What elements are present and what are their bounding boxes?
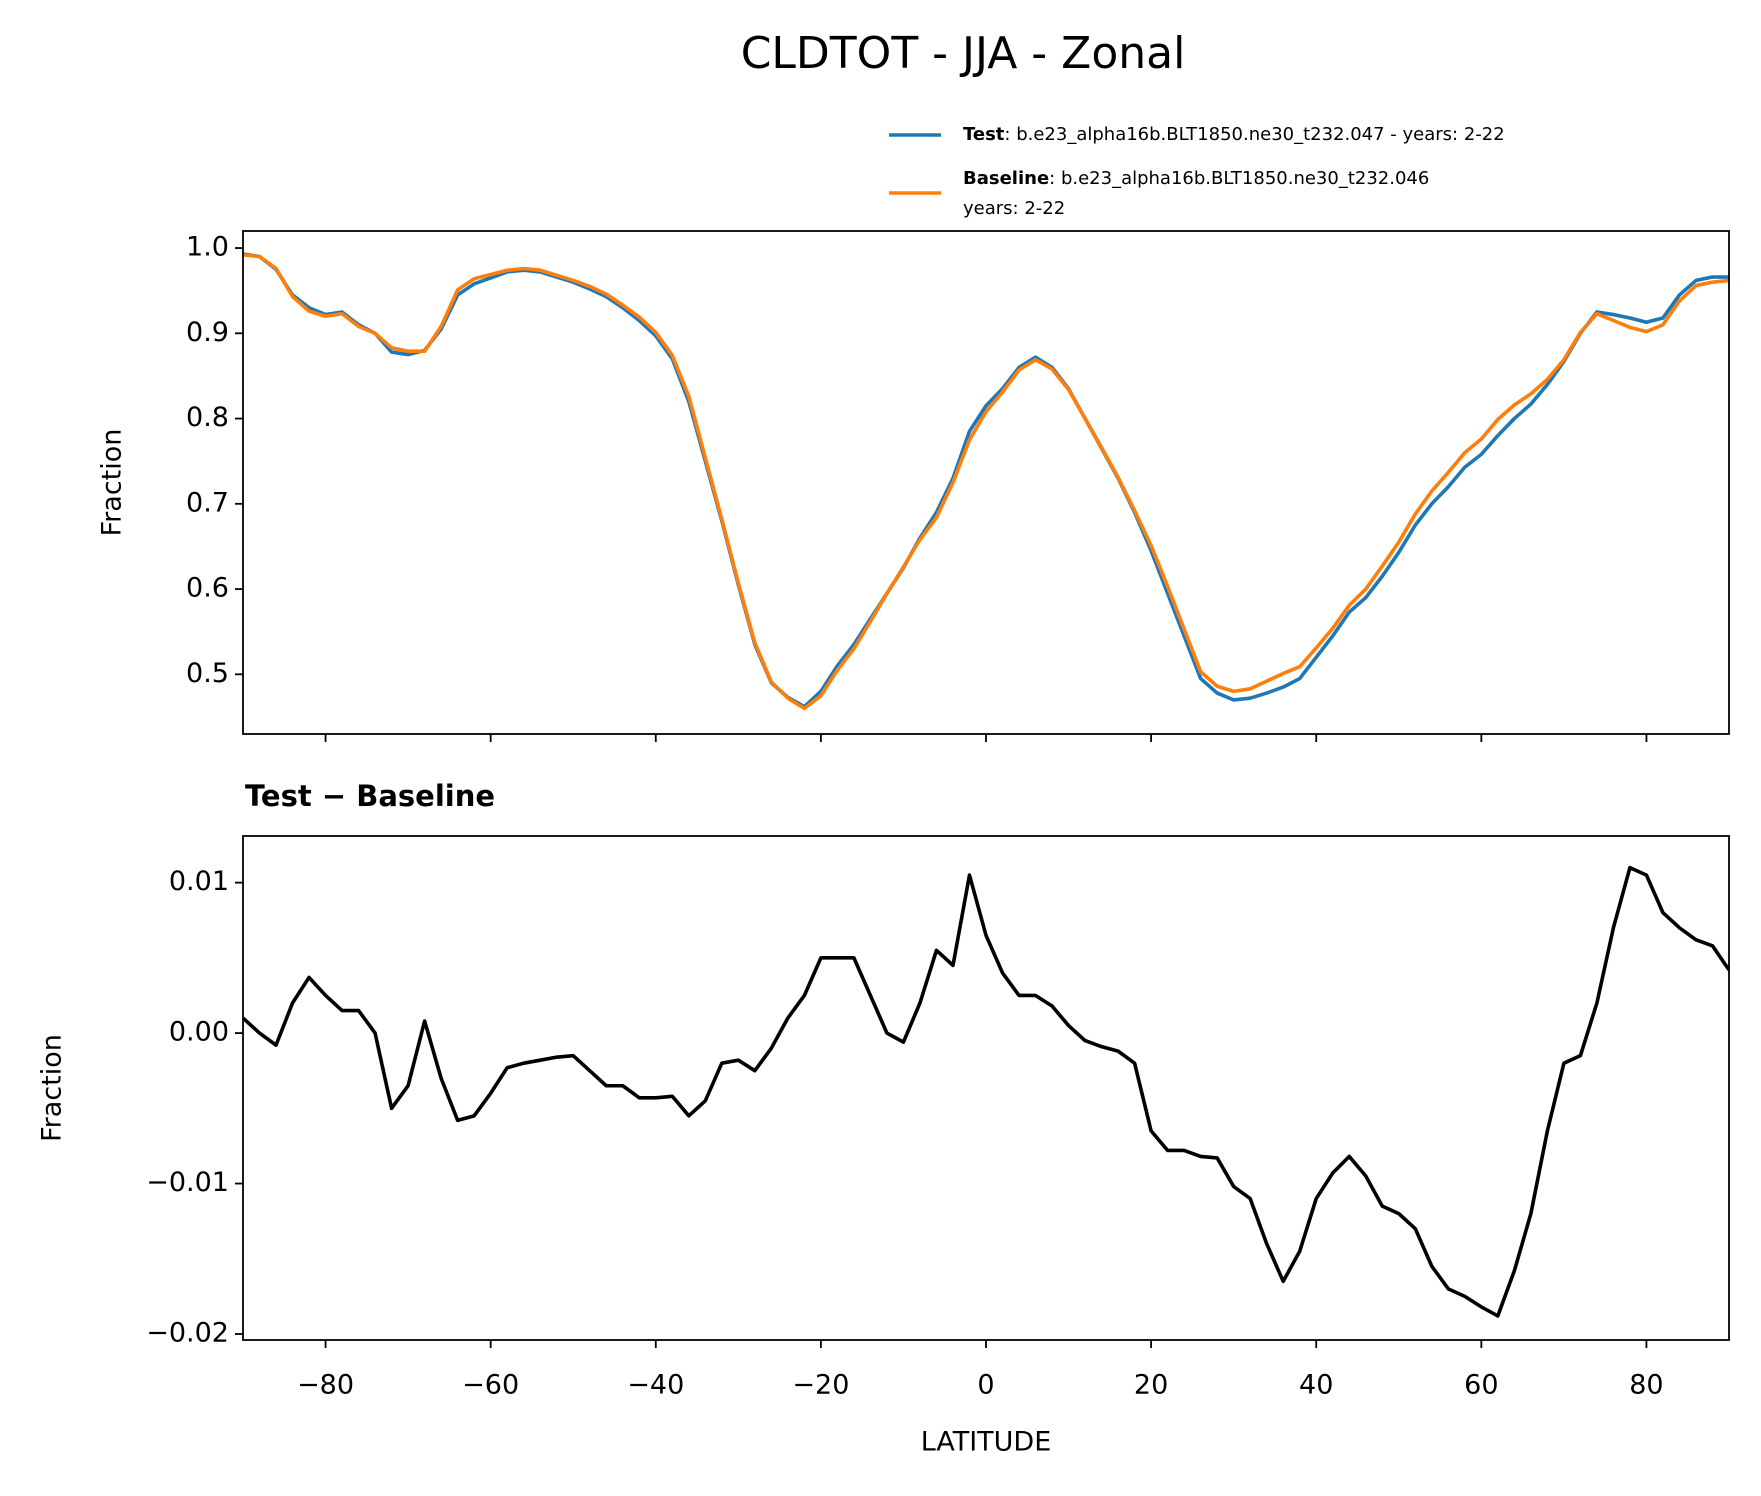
x-tick-label: 60 [1464,1370,1498,1401]
x-tick-label: 80 [1629,1370,1663,1401]
x-tick-label: −80 [297,1370,354,1401]
legend-name: Baseline [963,168,1049,189]
x-axis-label: LATITUDE [921,1427,1052,1458]
y-tick-label: −0.01 [146,1167,229,1198]
legend-text: years: 2-22 [963,198,1065,219]
y-tick-label: 0.00 [169,1017,229,1048]
y-tick-label: 0.9 [186,317,229,348]
x-tick-label: 0 [977,1370,994,1401]
x-tick-label: 40 [1299,1370,1333,1401]
y-tick-label: 0.8 [186,402,229,433]
y-tick-label: −0.02 [146,1317,229,1348]
data-line [243,865,1729,1318]
y-tick-label: 0.5 [186,658,229,689]
y-tick-label: 0.01 [169,866,229,897]
x-tick-label: 20 [1134,1370,1168,1401]
legend-text: : b.e23_alpha16b.BLT1850.ne30_t232.047 -… [1004,124,1504,145]
figure-title: CLDTOT - JJA - Zonal [741,28,1186,79]
x-tick-label: −60 [462,1370,519,1401]
y-tick-label: 0.6 [186,573,229,604]
x-tick-label: −20 [792,1370,849,1401]
legend-label: Baseline: b.e23_alpha16b.BLT1850.ne30_t2… [963,168,1429,189]
data-line [243,253,1729,711]
legend-text: : b.e23_alpha16b.BLT1850.ne30_t232.046 [1049,168,1429,189]
x-tick-label: −40 [627,1370,684,1401]
subplot-title: Test − Baseline [245,779,495,813]
legend-label: Test: b.e23_alpha16b.BLT1850.ne30_t232.0… [963,124,1505,145]
y-axis-label: Fraction [97,429,128,537]
y-tick-label: 1.0 [186,232,229,263]
y-tick-label: 0.7 [186,487,229,518]
y-axis-label: Fraction [37,1034,68,1142]
legend-name: Test [963,124,1005,145]
legend-label: years: 2-22 [963,198,1065,219]
data-line [243,252,1729,709]
